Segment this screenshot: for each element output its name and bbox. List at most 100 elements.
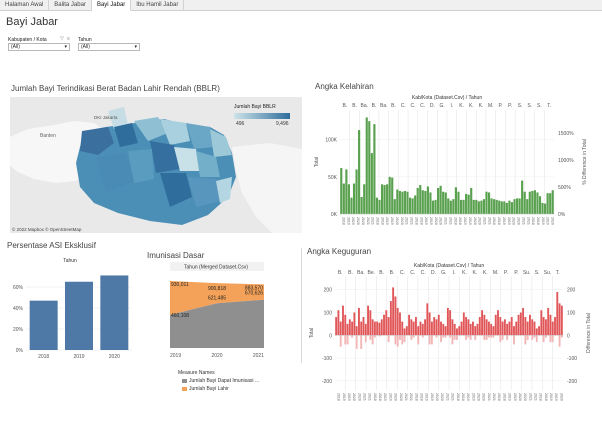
keguguran-bar[interactable] [360,321,363,336]
keguguran-diff-bar[interactable] [542,335,545,343]
keguguran-bar[interactable] [547,307,550,336]
keguguran-diff-bar[interactable] [483,335,486,340]
keguguran-bar[interactable] [428,312,431,336]
keguguran-bar[interactable] [385,310,388,336]
keguguran-bar[interactable] [515,321,518,336]
keguguran-bar[interactable] [355,326,358,336]
keguguran-bar[interactable] [399,312,401,336]
keguguran-bar[interactable] [519,312,522,336]
keguguran-bar[interactable] [499,317,502,336]
keguguran-bar[interactable] [396,307,399,336]
keguguran-bar[interactable] [535,328,538,336]
kelahiran-bar[interactable] [454,187,457,214]
keguguran-bar[interactable] [371,319,374,336]
keguguran-bar[interactable] [544,319,547,336]
keguguran-diff-bar[interactable] [526,335,529,340]
keguguran-bar[interactable] [446,307,449,336]
keguguran-diff-bar[interactable] [465,335,468,340]
keguguran-bar[interactable] [469,323,472,336]
keguguran-bar[interactable] [487,321,490,336]
keguguran-diff-bar[interactable] [469,335,472,340]
kelahiran-bar[interactable] [459,199,463,214]
kelahiran-bar[interactable] [406,191,409,214]
keguguran-diff-bar[interactable] [417,335,420,345]
keguguran-bar[interactable] [337,310,340,336]
keguguran-diff-bar[interactable] [371,335,374,345]
keguguran-bar[interactable] [373,321,376,336]
kelahiran-bar[interactable] [365,117,368,214]
kelahiran-bar[interactable] [437,188,440,214]
keguguran-bar[interactable] [417,326,420,336]
keguguran-bar[interactable] [410,319,413,336]
keguguran-bar[interactable] [462,312,465,336]
keguguran-bar[interactable] [560,305,563,336]
keguguran-diff-bar[interactable] [456,335,458,340]
keguguran-bar[interactable] [476,323,479,336]
kelahiran-bar[interactable] [549,193,552,214]
kelahiran-bar[interactable] [475,199,478,214]
kelahiran-bar[interactable] [380,184,384,214]
keguguran-diff-bar[interactable] [474,335,477,340]
keguguran-bar[interactable] [542,317,545,336]
kelahiran-bar[interactable] [538,196,542,214]
keguguran-diff-bar[interactable] [430,335,433,345]
kelahiran-bar[interactable] [388,176,391,214]
keguguran-bar[interactable] [380,319,383,336]
kelahiran-bar[interactable] [485,191,488,214]
keguguran-bar[interactable] [353,312,356,336]
keguguran-diff-bar[interactable] [387,335,390,343]
kabupaten-select[interactable]: (All) ▾ [8,43,70,51]
keguguran-bar[interactable] [558,303,561,336]
kelahiran-bar[interactable] [360,196,363,214]
keguguran-diff-bar[interactable] [492,335,495,338]
kelahiran-bar[interactable] [352,183,356,214]
keguguran-diff-bar[interactable] [506,335,509,340]
keguguran-bar[interactable] [481,310,483,336]
tab-balita-jabar[interactable]: Balita Jabar [49,0,92,11]
kelahiran-bar[interactable] [414,195,417,214]
filter-icon[interactable]: ▽ [60,36,64,42]
kelahiran-bar[interactable] [490,198,493,214]
imunisasi-area[interactable] [170,299,264,348]
keguguran-bar[interactable] [465,317,468,336]
keguguran-diff-bar[interactable] [346,335,349,345]
kelahiran-bar[interactable] [383,185,386,214]
keguguran-bar[interactable] [472,321,474,336]
keguguran-diff-bar[interactable] [440,335,442,343]
keguguran-bar[interactable] [348,319,351,336]
keguguran-bar[interactable] [419,321,422,336]
kelahiran-bar[interactable] [503,201,506,214]
kelahiran-bar[interactable] [533,190,536,214]
keguguran-bar[interactable] [424,319,426,336]
kelahiran-bar[interactable] [493,199,496,214]
keguguran-diff-bar[interactable] [351,335,354,338]
kelahiran-bar[interactable] [523,191,526,214]
kelahiran-bar[interactable] [411,198,414,214]
kelahiran-bar[interactable] [342,183,345,214]
kelahiran-bar[interactable] [431,200,435,214]
keguguran-bar[interactable] [474,326,477,336]
kelahiran-bar[interactable] [345,169,348,214]
keguguran-bar[interactable] [367,305,369,336]
asi-bar[interactable] [29,300,58,350]
kelahiran-bar[interactable] [434,199,437,214]
keguguran-bar-chart[interactable]: Kab/Kota (Dataset.Csv) / Tahun B. B. Ba. Be.… [305,260,597,416]
kelahiran-bar[interactable] [429,192,432,214]
kelahiran-bar[interactable] [462,199,465,214]
keguguran-diff-bar[interactable] [513,335,515,345]
kelahiran-bar[interactable] [515,198,519,214]
keguguran-bar[interactable] [508,321,511,336]
keguguran-bar[interactable] [369,310,372,336]
kelahiran-bar[interactable] [403,190,407,214]
kelahiran-bar[interactable] [416,188,419,214]
kelahiran-bar[interactable] [358,130,361,214]
keguguran-bar[interactable] [412,321,415,336]
keguguran-bar[interactable] [510,317,513,336]
keguguran-diff-bar[interactable] [531,335,534,340]
asi-bar-chart[interactable]: Tahun 0% 20% 40% 60% 2018 2019 2020 [0,254,140,366]
kelahiran-bar[interactable] [472,199,475,214]
keguguran-bar[interactable] [430,321,433,336]
keguguran-bar[interactable] [531,319,534,336]
keguguran-bar[interactable] [483,314,486,336]
keguguran-bar[interactable] [451,319,454,336]
